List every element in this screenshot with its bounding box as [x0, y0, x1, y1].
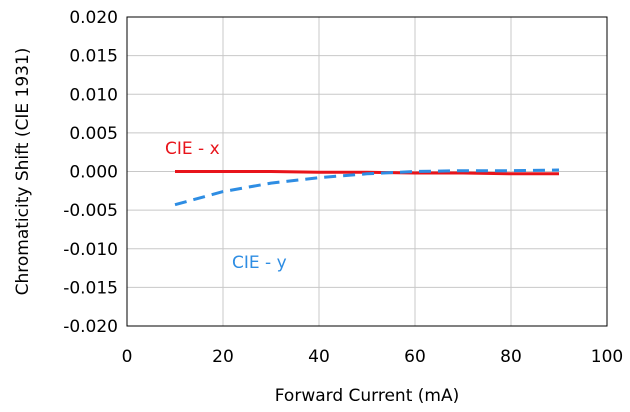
y-tick-label: 0.020: [69, 8, 118, 28]
y-tick-label: 0.010: [69, 85, 118, 105]
series-line-cie-y: [174, 168, 560, 207]
y-axis-title: Chromaticity Shift (CIE 1931): [13, 48, 33, 296]
y-tick-label: -0.015: [63, 278, 118, 298]
y-tick-label: -0.010: [63, 240, 118, 260]
y-tick-label: 0.000: [69, 163, 118, 183]
x-axis-title: Forward Current (mA): [275, 386, 459, 406]
tick-labels: 0 20 40 60 80 100 0.020 0.015 0.010 0.005 0.000 -0.…: [63, 8, 623, 367]
y-tick-label: 0.005: [69, 124, 118, 144]
series-label-cie-y: CIE - y: [232, 253, 287, 273]
x-tick-label: 60: [404, 347, 426, 367]
y-tick-label: -0.020: [63, 317, 118, 337]
series-lines: [174, 168, 560, 207]
x-tick-label: 40: [308, 347, 330, 367]
x-tick-label: 100: [591, 347, 623, 367]
y-tick-label: 0.015: [69, 47, 118, 67]
x-tick-label: 0: [122, 347, 133, 367]
x-tick-label: 20: [212, 347, 234, 367]
plot-area-border: [126, 16, 608, 327]
y-tick-label: -0.005: [63, 201, 118, 221]
x-tick-label: 80: [500, 347, 522, 367]
series-label-cie-x: CIE - x: [165, 139, 220, 159]
